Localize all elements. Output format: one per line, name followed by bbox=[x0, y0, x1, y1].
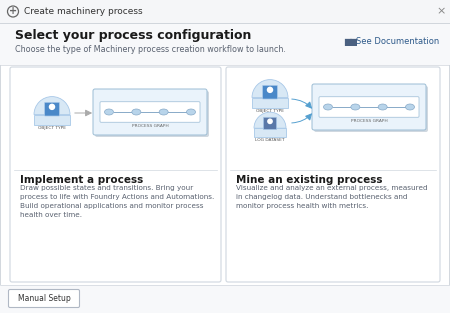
FancyBboxPatch shape bbox=[319, 97, 419, 117]
FancyBboxPatch shape bbox=[95, 91, 209, 137]
FancyBboxPatch shape bbox=[312, 84, 426, 130]
Text: Implement a process: Implement a process bbox=[20, 175, 143, 185]
Text: ▇▇: ▇▇ bbox=[344, 38, 357, 47]
FancyBboxPatch shape bbox=[100, 102, 200, 122]
Text: Draw possible states and transitions. Bring your
process to life with Foundry Ac: Draw possible states and transitions. Br… bbox=[20, 185, 214, 218]
Text: Visualize and analyze an external process, measured
in changelog data. Understan: Visualize and analyze an external proces… bbox=[236, 185, 428, 209]
FancyBboxPatch shape bbox=[0, 23, 450, 65]
FancyBboxPatch shape bbox=[263, 117, 277, 130]
Circle shape bbox=[267, 87, 273, 93]
Text: OBJECT TYPE: OBJECT TYPE bbox=[38, 126, 66, 130]
Text: See Documentation: See Documentation bbox=[356, 38, 439, 47]
Circle shape bbox=[267, 118, 273, 124]
Ellipse shape bbox=[104, 109, 113, 115]
Circle shape bbox=[49, 104, 55, 110]
Ellipse shape bbox=[405, 104, 414, 110]
Wedge shape bbox=[252, 80, 288, 98]
Text: OBJECT TYPE: OBJECT TYPE bbox=[256, 109, 284, 113]
Text: ×: × bbox=[436, 7, 446, 17]
Ellipse shape bbox=[378, 104, 387, 110]
Ellipse shape bbox=[159, 109, 168, 115]
FancyBboxPatch shape bbox=[226, 67, 440, 282]
FancyBboxPatch shape bbox=[93, 89, 207, 135]
Ellipse shape bbox=[351, 104, 360, 110]
Text: PROCESS GRAPH: PROCESS GRAPH bbox=[131, 124, 168, 128]
Ellipse shape bbox=[132, 109, 141, 115]
Text: LOG DATASET: LOG DATASET bbox=[255, 138, 285, 142]
Ellipse shape bbox=[186, 109, 195, 115]
FancyBboxPatch shape bbox=[0, 285, 450, 313]
Text: Manual Setup: Manual Setup bbox=[18, 294, 70, 303]
Text: +: + bbox=[9, 7, 17, 17]
Text: Select your process configuration: Select your process configuration bbox=[15, 28, 252, 42]
FancyBboxPatch shape bbox=[34, 115, 70, 125]
Text: Mine an existing process: Mine an existing process bbox=[236, 175, 382, 185]
FancyBboxPatch shape bbox=[0, 0, 450, 23]
Text: Create machinery process: Create machinery process bbox=[24, 7, 143, 16]
FancyBboxPatch shape bbox=[10, 67, 221, 282]
FancyBboxPatch shape bbox=[9, 290, 80, 307]
FancyBboxPatch shape bbox=[45, 102, 59, 116]
FancyBboxPatch shape bbox=[314, 86, 428, 132]
FancyBboxPatch shape bbox=[252, 98, 288, 107]
Wedge shape bbox=[34, 97, 70, 115]
Ellipse shape bbox=[324, 104, 333, 110]
Text: PROCESS GRAPH: PROCESS GRAPH bbox=[351, 119, 387, 123]
Wedge shape bbox=[254, 112, 286, 128]
FancyBboxPatch shape bbox=[263, 85, 277, 99]
Text: Choose the type of Machinery process creation workflow to launch.: Choose the type of Machinery process cre… bbox=[15, 45, 286, 54]
FancyBboxPatch shape bbox=[254, 128, 286, 137]
